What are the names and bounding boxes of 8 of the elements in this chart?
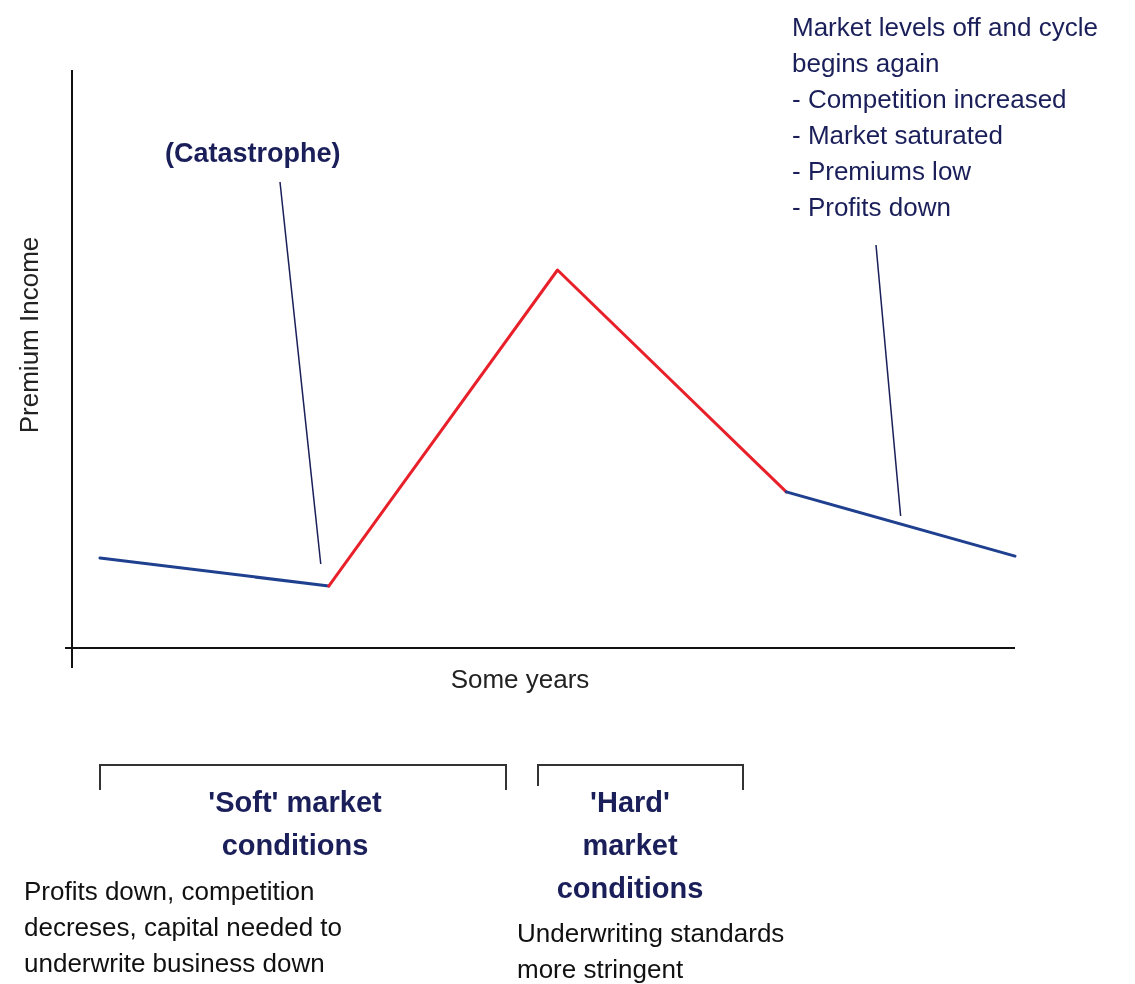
text: 'Hard' market conditions [556,786,704,904]
text: Market levels off and cycle begins again - Competition increased - Market saturated - Premiums low - Profits down [792,12,1098,222]
text: (Catastrophe) [165,138,341,168]
text: Underwriting standards more stringent [517,918,785,984]
y-axis-title: Premium Income [14,236,44,434]
text: 'Soft' market conditions [208,786,383,861]
x-axis-title: Some years [450,664,590,694]
text: Profits down, competition decreses, capital needed to underwrite business down [24,876,342,978]
